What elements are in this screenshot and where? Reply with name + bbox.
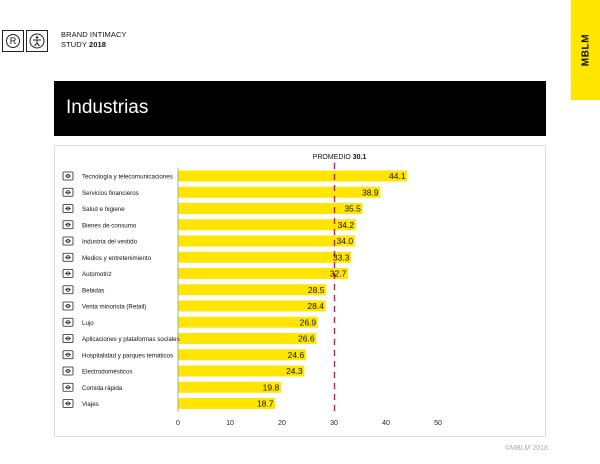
bar-value-label: 24.6: [288, 350, 305, 360]
bar-value-label: 38.9: [362, 187, 379, 197]
bar: [178, 381, 281, 393]
telecom-icon: [62, 171, 74, 181]
study-year: 2018: [88, 40, 107, 49]
bar: [178, 316, 318, 328]
bar-value-label: 26.9: [300, 317, 317, 327]
brand-logo-person: [26, 30, 48, 52]
bar-value-label: 44.1: [389, 171, 406, 181]
x-tick-label: 0: [176, 420, 180, 427]
bar-value-label: 34.2: [338, 220, 355, 230]
bar-value-label: 34.0: [337, 236, 354, 246]
apparel-icon: [62, 236, 74, 246]
bar-value-label: 28.5: [308, 285, 325, 295]
bar-value-label: 26.6: [298, 334, 315, 344]
x-tick-label: 10: [226, 420, 234, 427]
labels-layer: 44.1 Tecnología y telecomunicaciones 38.9 S…: [82, 171, 406, 409]
bar-value-label: 19.8: [263, 382, 280, 392]
bar: [178, 219, 356, 231]
x-axis: 0 10 20 30 40 50: [176, 167, 442, 427]
brand-tab: MBLM: [571, 0, 600, 100]
automotive-icon: [62, 269, 74, 278]
study-line1: BRAND INTIMACY: [61, 30, 127, 39]
x-tick-label: 50: [434, 420, 442, 427]
category-label: Automotriz: [82, 271, 112, 278]
category-label: Bebidas: [82, 287, 104, 294]
page-title: Industrias: [66, 97, 149, 118]
fast-food-icon: [62, 382, 74, 392]
average-layer: PROMEDIO 30.1: [313, 154, 367, 412]
category-label: Medios y entretenimiento: [82, 255, 152, 262]
health-icon: [62, 204, 74, 213]
bar: [178, 365, 305, 377]
study-line2: STUDY 2018: [61, 40, 127, 50]
chart-frame: [54, 145, 546, 437]
hospitality-icon: [62, 350, 74, 360]
brand-logo-r: R: [2, 30, 24, 52]
appliances-icon: [62, 366, 74, 376]
bar: [178, 284, 327, 296]
x-tick-label: 20: [278, 420, 286, 427]
bar-value-label: 33.3: [333, 252, 350, 262]
category-label: Venta minorista (Retail): [82, 304, 146, 311]
registered-icon: R: [6, 34, 20, 48]
bar: [178, 333, 317, 344]
copyright: ©MBLM 2018: [505, 445, 548, 452]
x-tick-label: 40: [382, 420, 390, 427]
finance-icon: [62, 187, 74, 197]
bar-value-label: 28.4: [307, 301, 324, 311]
average-label: PROMEDIO 30.1: [313, 154, 367, 161]
category-label: Industria del vestido: [82, 239, 138, 246]
average-label-text: PROMEDIO: [313, 154, 353, 161]
luxury-icon: [62, 317, 74, 327]
person-icon: [29, 33, 45, 49]
retail-icon: [62, 301, 74, 311]
social-apps-icon: [62, 334, 74, 343]
category-label: Tecnología y telecomunicaciones: [82, 174, 173, 181]
bar-value-label: 18.7: [257, 399, 274, 409]
bar-value-label: 24.3: [286, 366, 303, 376]
bar: [178, 398, 276, 409]
category-label: Aplicaciones y plataformas sociales: [82, 336, 180, 343]
beverages-icon: [62, 285, 74, 295]
average-value: 30.1: [353, 154, 367, 161]
study-line2-prefix: STUDY: [61, 40, 87, 49]
bar-value-label: 35.5: [344, 204, 361, 214]
category-label: Servicios financieros: [82, 190, 139, 197]
study-title: BRAND INTIMACY STUDY 2018: [61, 30, 127, 50]
category-label: Lujo: [82, 320, 94, 327]
bar: [178, 300, 326, 312]
title-banner: Industrias: [54, 81, 546, 136]
bar-value-label: 32.7: [330, 269, 347, 279]
consumer-goods-icon: [62, 220, 74, 230]
category-label: Bienes de consumo: [82, 222, 137, 229]
bars-layer: [178, 170, 408, 409]
category-label: Salud e higiene: [82, 206, 125, 213]
media-icon: [62, 252, 74, 262]
x-tick-label: 30: [330, 420, 338, 427]
category-label: Comida rápida: [82, 385, 123, 392]
bar: [178, 268, 349, 279]
category-label: Electrodomésticos: [82, 369, 133, 376]
category-label: Hospitalidad y parques temáticos: [82, 352, 173, 359]
bar: [178, 235, 355, 247]
bar: [178, 186, 381, 198]
bar: [178, 203, 363, 214]
bar: [178, 170, 408, 182]
bar: [178, 349, 306, 361]
travel-icon: [62, 399, 74, 408]
bar: [178, 251, 352, 263]
icons-layer: [62, 171, 74, 408]
category-label: Viajes: [82, 401, 99, 408]
